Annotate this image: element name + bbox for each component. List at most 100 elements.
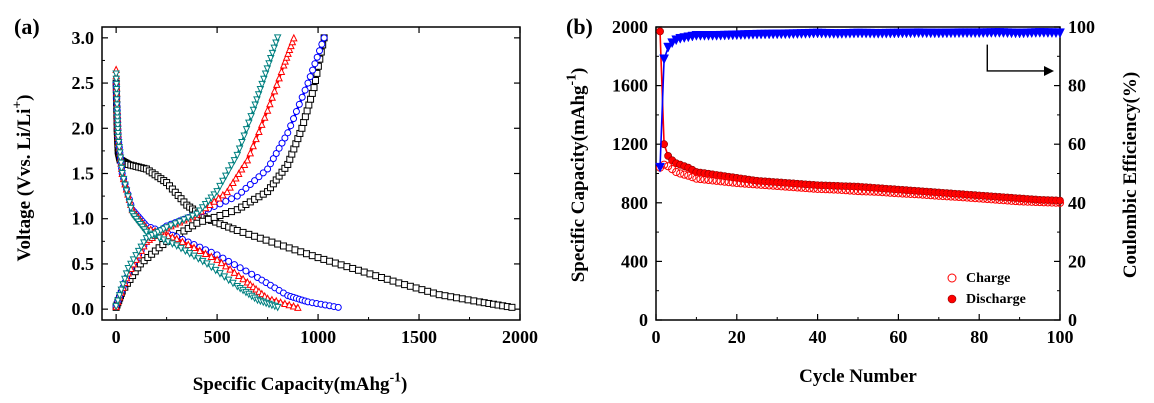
- y-tick-label-a: 2.5: [72, 73, 95, 93]
- data-point-a: [337, 261, 345, 269]
- data-point-a: [114, 129, 122, 138]
- data-point-b: [777, 182, 786, 191]
- data-point-b: [752, 180, 762, 189]
- data-point-a: [225, 257, 233, 265]
- data-point-a: [508, 303, 516, 311]
- data-point-a: [118, 170, 127, 178]
- x-axis-label-b: Cycle Number: [799, 366, 917, 387]
- data-point-a: [292, 107, 300, 115]
- data-point-a: [240, 132, 249, 141]
- data-point-b: [821, 185, 830, 194]
- data-point-b: [680, 170, 689, 179]
- data-point-a: [262, 236, 270, 244]
- data-point-a: [232, 173, 240, 182]
- data-point-a: [268, 238, 276, 246]
- data-point-a: [216, 200, 224, 208]
- data-point-a: [216, 182, 224, 191]
- data-point-a: [298, 124, 306, 132]
- data-point-a: [233, 192, 241, 200]
- data-point-a: [300, 118, 308, 126]
- data-point-a: [120, 275, 129, 284]
- data-point-a: [273, 34, 282, 42]
- y2-tick-label-b: 0: [1068, 310, 1077, 330]
- data-point-b: [922, 190, 931, 199]
- data-point-a: [291, 246, 299, 254]
- data-point-a: [113, 122, 122, 130]
- y-tick-label-b: 800: [621, 193, 648, 213]
- data-point-a: [318, 40, 326, 48]
- data-point-b: [1056, 196, 1064, 205]
- data-point-b: [833, 185, 842, 194]
- data-point-b: [785, 182, 794, 191]
- arrow-head: [1044, 65, 1054, 76]
- data-point-a: [294, 303, 302, 311]
- data-point-a: [278, 139, 286, 147]
- data-point-b: [837, 185, 846, 195]
- data-point-b: [692, 174, 701, 183]
- data-point-a: [261, 70, 270, 79]
- data-point-a: [193, 210, 201, 219]
- data-point-b: [1035, 197, 1044, 207]
- data-point-b: [656, 27, 664, 36]
- data-point-a: [298, 93, 306, 101]
- data-point-a: [260, 113, 269, 121]
- legend-marker-discharge: [947, 294, 957, 304]
- legend-marker-charge: [947, 273, 957, 283]
- data-point-a: [453, 294, 461, 302]
- data-point-a: [210, 213, 218, 221]
- data-point-a: [279, 242, 287, 250]
- data-point-a: [223, 187, 232, 196]
- panel-label-b: (b): [566, 14, 593, 39]
- data-point-a: [113, 114, 122, 123]
- data-point-a: [242, 184, 250, 192]
- y2-tick-label-b: 20: [1068, 251, 1086, 271]
- data-point-a: [113, 118, 122, 126]
- data-point-a: [301, 86, 309, 94]
- data-point-a: [331, 259, 339, 267]
- data-point-b: [914, 190, 923, 199]
- data-point-b: [1039, 198, 1048, 207]
- data-point-a: [285, 300, 294, 309]
- data-point-b: [825, 185, 834, 194]
- data-point-a: [198, 204, 207, 212]
- legend-label-discharge: Discharge: [966, 292, 1026, 307]
- data-point-b: [736, 179, 745, 188]
- data-point-a: [366, 270, 374, 278]
- data-point-a: [242, 126, 251, 134]
- data-point-a: [114, 126, 122, 134]
- data-point-b: [1003, 196, 1012, 205]
- data-point-b: [728, 178, 737, 187]
- data-point-a: [248, 270, 256, 278]
- data-point-b: [918, 190, 927, 199]
- data-point-a: [310, 84, 318, 92]
- data-point-a: [228, 195, 236, 203]
- data-point-a: [167, 222, 175, 230]
- data-point-a: [195, 207, 204, 216]
- data-point-a: [233, 151, 242, 160]
- data-point-b: [983, 194, 992, 204]
- data-point-b: [781, 182, 790, 191]
- data-point-a: [222, 210, 230, 218]
- data-point-a: [265, 60, 273, 68]
- data-point-b: [995, 195, 1004, 204]
- data-point-a: [213, 188, 221, 196]
- data-point-a: [229, 178, 237, 187]
- data-point-b: [950, 192, 960, 201]
- data-point-a: [249, 141, 257, 150]
- data-point-a: [113, 96, 121, 104]
- data-point-b: [813, 184, 822, 193]
- y-tick-label-b: 1600: [612, 76, 648, 96]
- data-point-b: [708, 176, 717, 185]
- y-tick-label-a: 1.5: [72, 164, 95, 184]
- data-point-a: [240, 160, 249, 168]
- data-point-a: [301, 113, 309, 121]
- data-point-a: [207, 194, 216, 203]
- data-point-a: [224, 167, 233, 176]
- data-point-b: [902, 189, 911, 198]
- data-point-a: [122, 270, 131, 278]
- data-point-b: [817, 184, 826, 194]
- data-point-b: [1015, 197, 1024, 206]
- data-point-a: [287, 122, 295, 130]
- x-tick-label-b: 80: [970, 327, 988, 347]
- data-point-a: [115, 144, 124, 152]
